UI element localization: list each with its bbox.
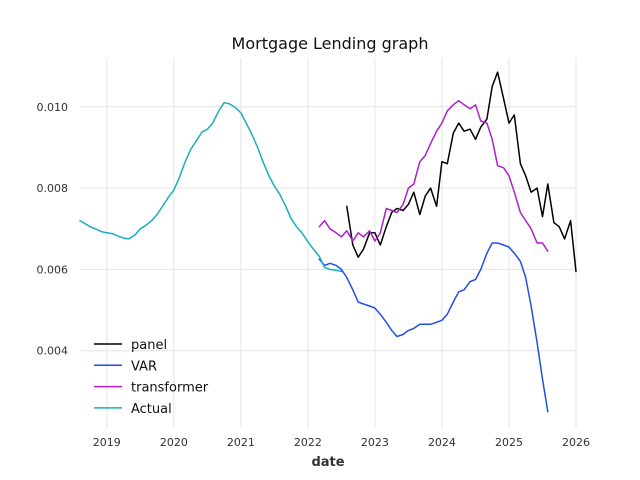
x-tick-label: 2021 [227,436,255,449]
series-line-panel [346,71,577,273]
legend-label: Actual [131,402,172,417]
x-axis-title: date [311,455,344,470]
y-tick-label: 0.004 [37,345,69,358]
x-tick-label: 2019 [93,436,121,449]
series-line-var [318,242,549,413]
series-layer [79,71,577,413]
x-tick-label: 2025 [495,436,523,449]
y-tick-label: 0.008 [37,182,69,195]
legend: panel VAR transformer Actual [94,338,209,417]
x-tick-label: 2023 [361,436,389,449]
y-tick-label: 0.010 [37,101,69,114]
y-axis: 0.004 0.006 0.008 0.010 [37,101,69,358]
legend-label: panel [131,338,167,353]
series-line-actual [79,101,343,273]
x-tick-label: 2022 [294,436,322,449]
series-line-transformer [318,99,549,252]
y-tick-label: 0.006 [37,263,69,276]
x-tick-label: 2026 [562,436,590,449]
x-tick-label: 2020 [160,436,188,449]
x-axis: 2019 2020 2021 2022 2023 2024 2025 2026 [93,436,590,449]
x-tick-label: 2024 [428,436,456,449]
chart-title: Mortgage Lending graph [232,34,429,53]
legend-label: transformer [131,381,209,396]
legend-label: VAR [131,359,157,374]
